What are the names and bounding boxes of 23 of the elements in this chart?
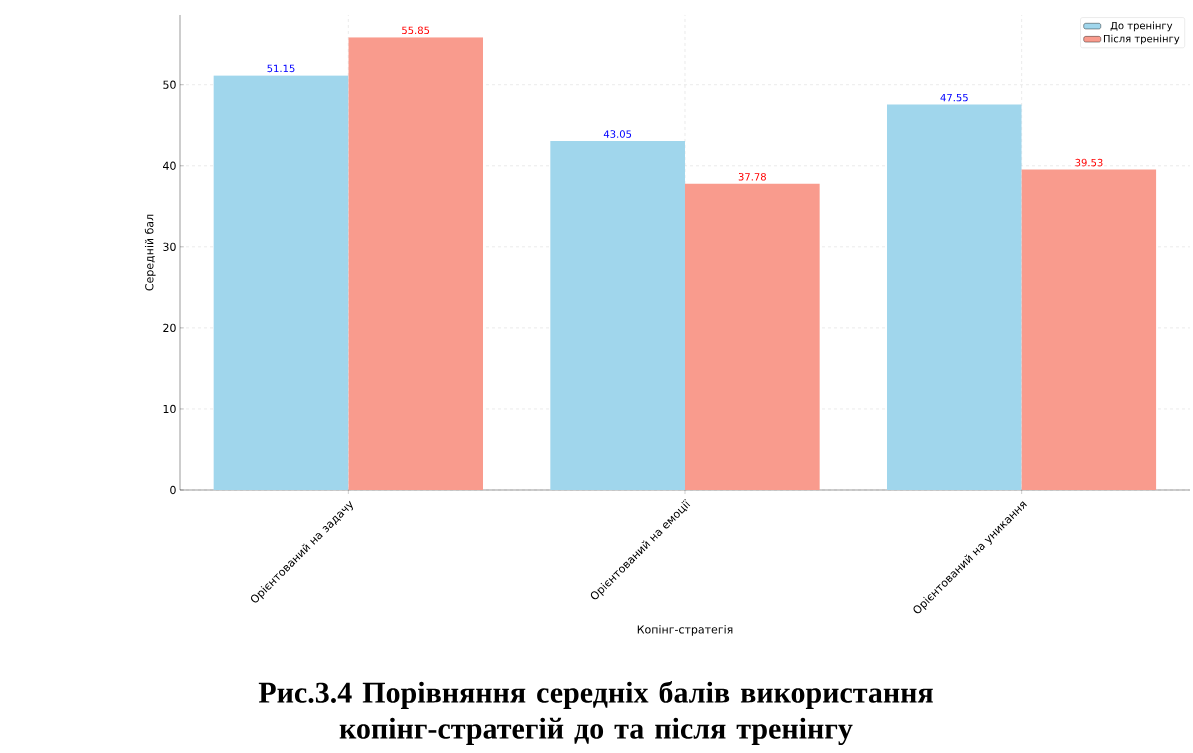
y-tick-label: 50 (163, 80, 176, 89)
x-axis-title: Копінг-стратегія (637, 625, 733, 636)
bar (348, 37, 483, 490)
bar (213, 75, 349, 490)
data-label: 39.53 (1075, 158, 1103, 167)
y-axis-title: Середній бал (144, 214, 156, 291)
y-tick-label: 0 (170, 485, 176, 495)
data-label: 47.55 (940, 93, 968, 102)
y-tick-label: 10 (163, 404, 176, 414)
data-label: 43.05 (603, 130, 632, 138)
bar (1021, 169, 1157, 490)
legend-label: До тренінгу (1110, 21, 1173, 32)
data-label: 51.15 (267, 64, 295, 73)
text: Рис.3.4 Порівняння середніх балів використання копінг-стратегій до та після тренінгу (258, 681, 933, 745)
bar (550, 141, 685, 490)
bar (886, 104, 1022, 490)
y-tick-label: 20 (163, 323, 176, 333)
y-tick-label: 30 (163, 242, 176, 251)
data-label: 55.85 (402, 26, 430, 35)
legend-label: Після тренінгу (1103, 34, 1180, 45)
data-label: 37.78 (738, 172, 766, 181)
bar (684, 183, 820, 490)
y-tick-label: 40 (163, 161, 176, 170)
